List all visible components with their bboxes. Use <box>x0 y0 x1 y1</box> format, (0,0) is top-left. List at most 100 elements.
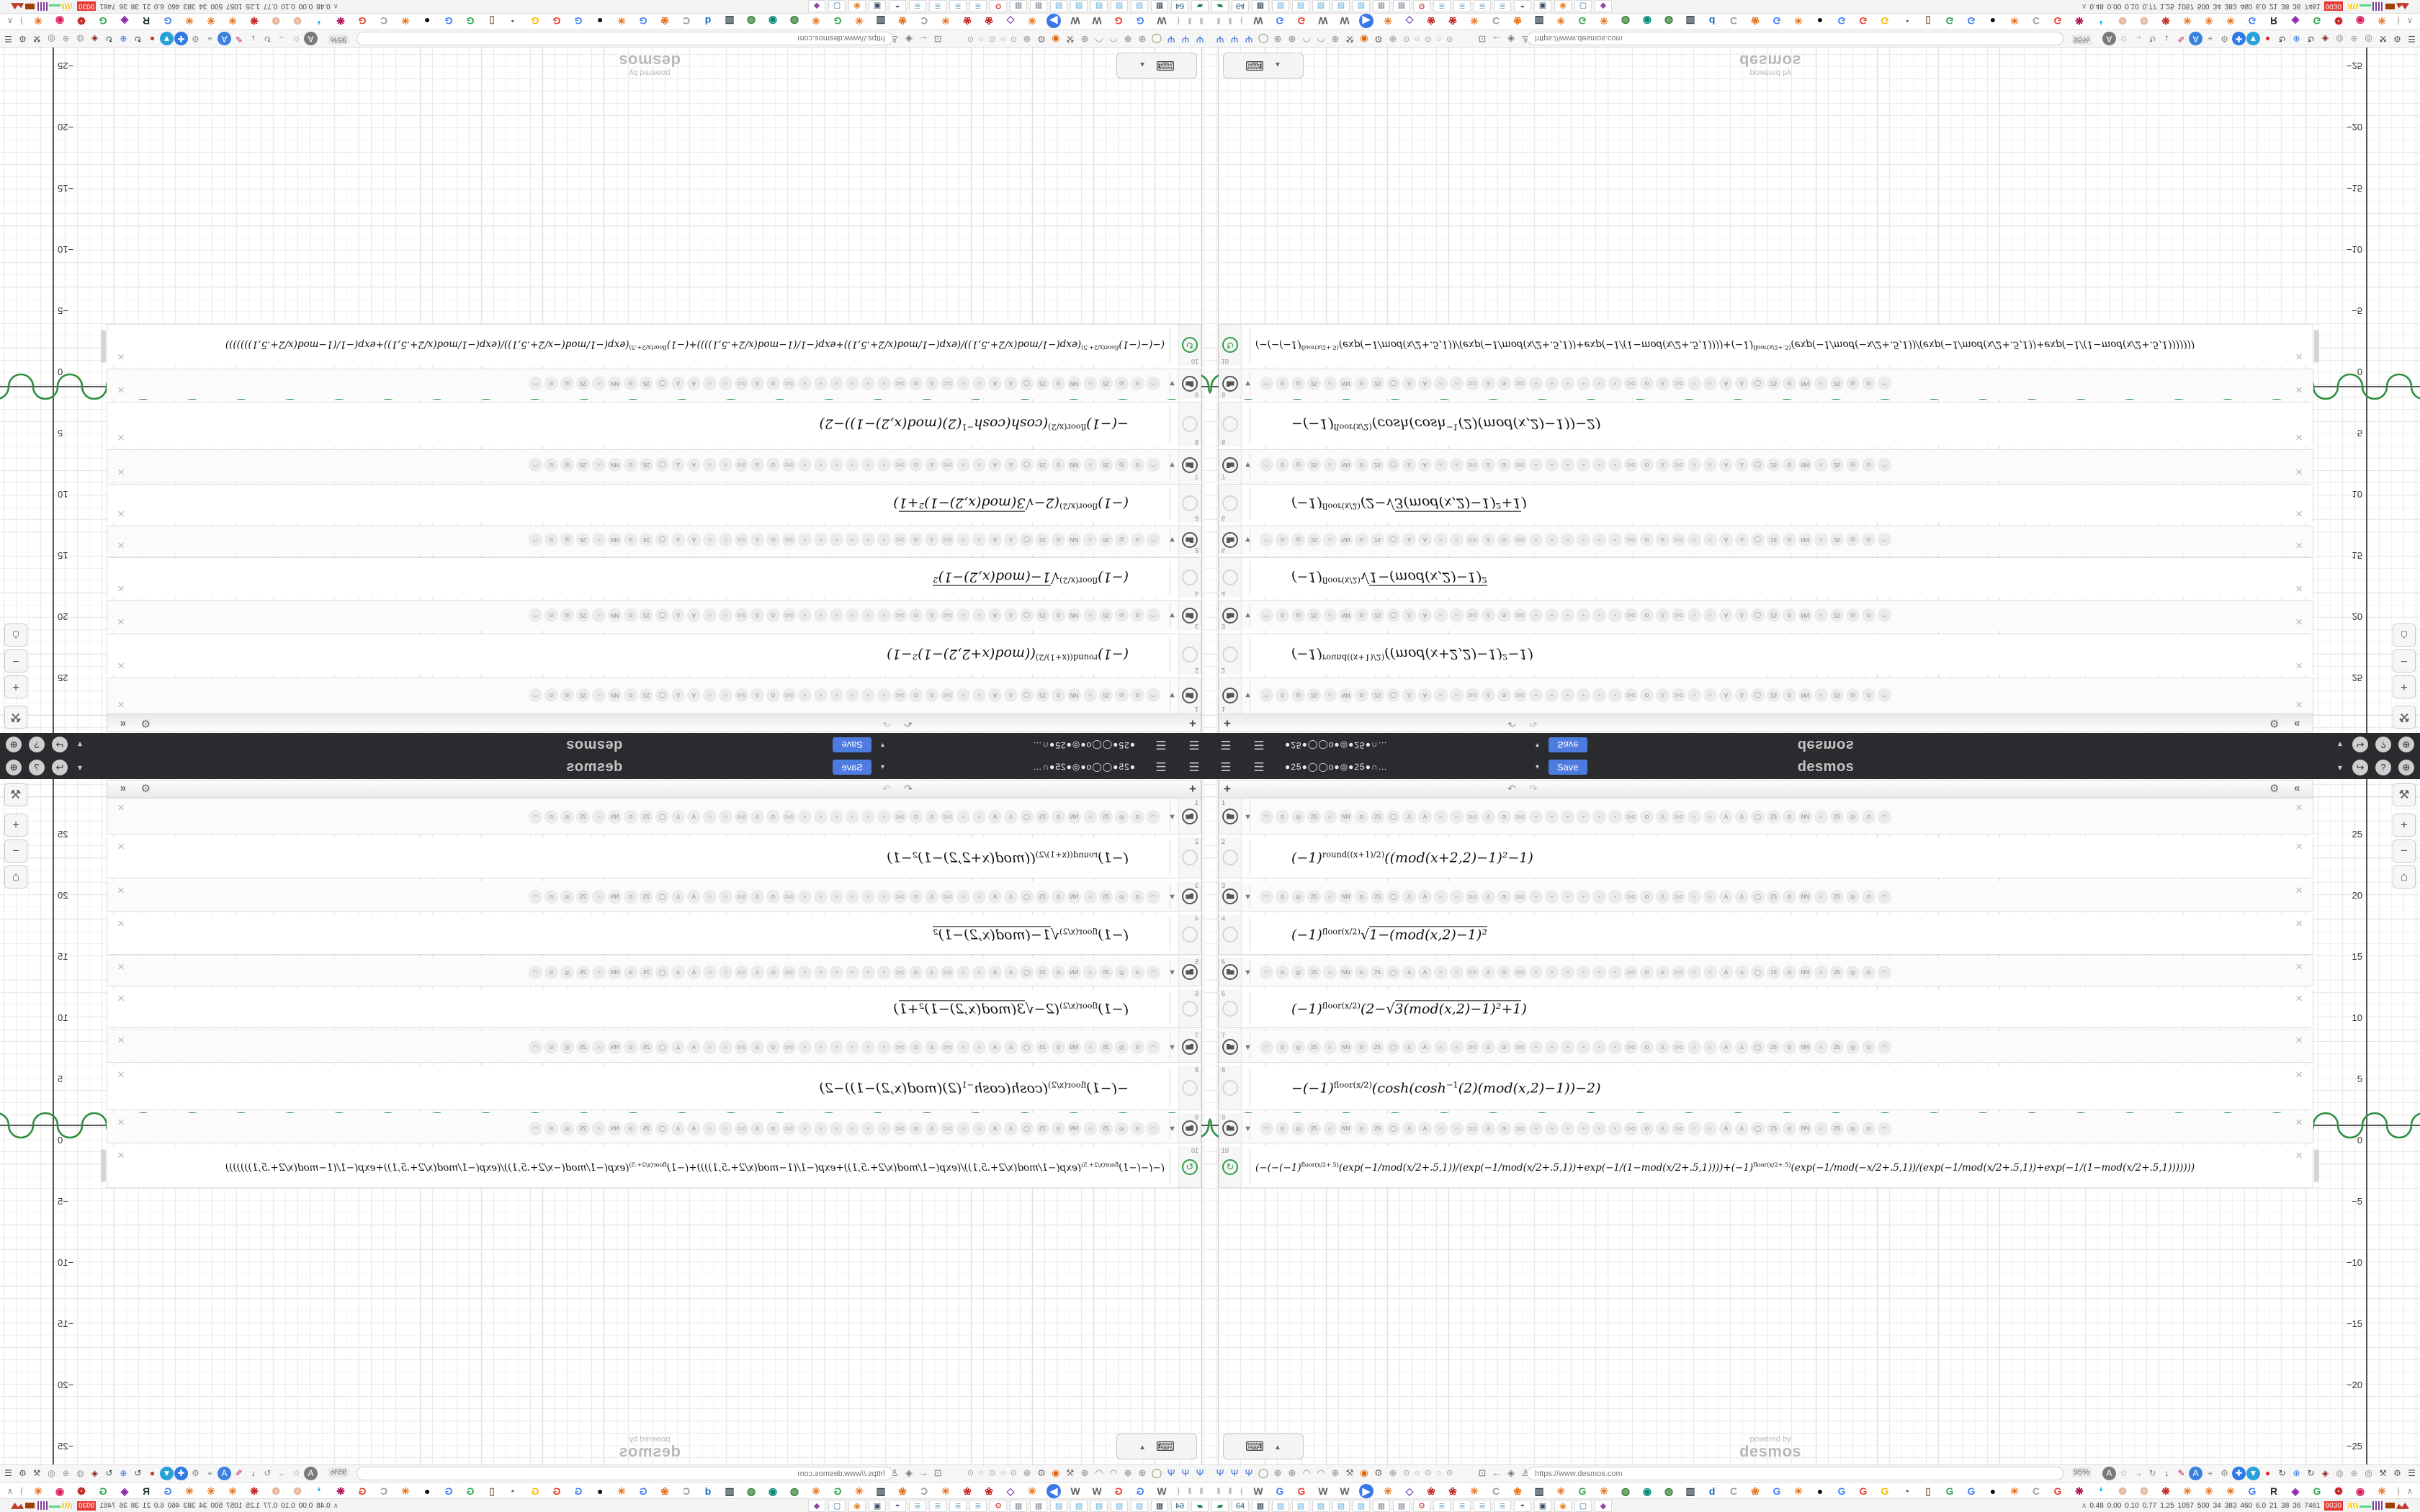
expression-row[interactable]: 4 (−1)floor(x/2)√1−(mod(x,2)−1)² × <box>107 557 1201 598</box>
delete-expression-button[interactable]: × <box>117 465 125 479</box>
save-button[interactable]: Save <box>1549 760 1587 775</box>
zoom-in-button[interactable]: + <box>2393 814 2416 837</box>
folder-row[interactable]: 9 ▼ ◠⊙◎25∩NN⊙25◯♙A∩∩⊃⊂♙⊙⊃⊂∘∘∘∘∘∘⊃⊂⊙♙⊃⊂∩∩A♙… <box>1219 1113 2313 1143</box>
hide-show-circle-icon[interactable] <box>1182 926 1198 942</box>
zoom-home-button[interactable]: ⌂ <box>4 865 27 888</box>
refresh-icon[interactable]: ↻ <box>1222 337 1238 354</box>
menu-icon[interactable]: ☰ <box>1155 760 1167 774</box>
share-icon[interactable]: ↪ <box>2352 737 2368 752</box>
delete-expression-button[interactable]: × <box>2295 1148 2303 1162</box>
delete-expression-button[interactable]: × <box>2295 917 2303 930</box>
math-expression[interactable]: (−(−(−1)floor(x/2+.5)(exp(−1/mod(x/2+.5,… <box>1255 338 2195 352</box>
math-expression[interactable]: (−(−(−1)floor(x/2+.5)(exp(−1/mod(x/2+.5,… <box>225 1160 1165 1174</box>
math-expression[interactable]: −(−1)floor(x/2)(cosh(cosh−1(2)(mod(x,2)−… <box>819 1079 1129 1097</box>
expression-row[interactable]: 8 −(−1)floor(x/2)(cosh(cosh−1(2)(mod(x,2)… <box>1219 402 2313 446</box>
delete-expression-button[interactable]: × <box>117 615 125 629</box>
hide-show-circle-icon[interactable] <box>1182 495 1198 512</box>
graph-settings-wrench-button[interactable]: ⚒ <box>4 783 27 806</box>
collapse-panel-button[interactable]: « <box>120 718 126 730</box>
folder-caret-icon[interactable]: ▼ <box>1168 968 1176 977</box>
menu-icon[interactable]: ☰ <box>1188 738 1200 752</box>
tab-scroll-left[interactable]: ‖‖⟨ <box>1216 16 1244 26</box>
zoom-out-button[interactable]: − <box>2393 840 2416 863</box>
graph-title[interactable]: ●25●◯◯o●◎●25●∩… <box>1032 762 1135 772</box>
folder-row[interactable]: 3 ▼ ◠⊙◎25∩NN⊙25◯♙A∩∩⊃⊂♙⊙⊃⊂∘∘∘∘∘∘⊃⊂⊙♙⊃⊂∩∩A♙… <box>1219 881 2313 912</box>
folder-caret-icon[interactable]: ▼ <box>1168 379 1176 388</box>
expression-row[interactable]: 2 (−1)round((x+1)/2)((mod(x+2,2)−1)²−1) × <box>1219 837 2313 878</box>
url-bar[interactable]: https://www.desmos.com <box>1527 1467 2063 1480</box>
help-icon[interactable]: ? <box>29 737 45 752</box>
folder-row[interactable]: 5 ▼ ◠⊙◎25∩NN⊙25◯♙A∩∩⊃⊂♙⊙⊃⊂∘∘∘∘∘∘⊃⊂⊙♙⊃⊂∩∩A♙… <box>107 958 1201 986</box>
folder-row[interactable]: 3 ▼ ◠⊙◎25∩NN⊙25◯♙A∩∩⊃⊂♙⊙⊃⊂∘∘∘∘∘∘⊃⊂⊙♙⊃⊂∩∩A♙… <box>107 881 1201 912</box>
folder-icon[interactable] <box>1222 376 1238 392</box>
delete-expression-button[interactable]: × <box>117 1068 125 1081</box>
hide-show-circle-icon[interactable] <box>1182 1079 1198 1096</box>
tab-scroll-right[interactable]: ⟩∧ <box>6 1486 24 1496</box>
expression-row[interactable]: 8 −(−1)floor(x/2)(cosh(cosh−1(2)(mod(x,2)… <box>1219 1066 2313 1110</box>
keyboard-toggle-button[interactable]: ⌨▲ <box>1116 53 1197 78</box>
expression-row[interactable]: 2 (−1)round((x+1)/2)((mod(x+2,2)−1)²−1) × <box>107 634 1201 675</box>
taskbar-app-icons[interactable]: ▰64▦▤▤▤▤▤▦▦⚙≣≣≣≣◓▣◉▢◆ <box>807 1499 1210 1512</box>
graph-title[interactable]: ●25●◯◯o●◎●25●∩… <box>1285 740 1388 750</box>
language-globe-icon[interactable]: ⊕ <box>6 737 22 752</box>
undo-button[interactable]: ↶ <box>904 718 913 729</box>
folder-row[interactable]: 7 ▼ ◠⊙◎25∩NN⊙25◯♙A∩∩⊃⊂♙⊙⊃⊂∘∘∘∘∘∘⊃⊂⊙♙⊃⊂∩∩A♙… <box>1219 1031 2313 1063</box>
tab-scroll-left[interactable]: ‖‖⟨ <box>1176 16 1204 26</box>
add-expression-button[interactable]: + <box>1189 782 1196 796</box>
delete-expression-button[interactable]: × <box>117 698 125 711</box>
keyboard-toggle-button[interactable]: ⌨▲ <box>1223 1434 1304 1459</box>
panel-scrollbar-thumb[interactable] <box>101 330 106 363</box>
delete-expression-button[interactable]: × <box>117 1115 125 1129</box>
folder-caret-icon[interactable]: ▼ <box>1244 690 1252 700</box>
math-expression[interactable]: (−1)round((x+1)/2)((mod(x+2,2)−1)²−1) <box>1291 646 1533 663</box>
expression-row[interactable]: 2 (−1)round((x+1)/2)((mod(x+2,2)−1)²−1) × <box>107 837 1201 878</box>
folder-row[interactable]: 1 ▼ ◠⊙◎25∩NN⊙25◯♙A∩∩⊃⊂♙⊙⊃⊂∘∘∘∘∘∘⊃⊂⊙♙⊃⊂∩∩A♙… <box>1219 678 2313 714</box>
math-expression[interactable]: (−1)floor(x/2)(2−√3(mod(x,2)−1)²+1) <box>893 495 1129 513</box>
folder-row[interactable]: 5 ▼ ◠⊙◎25∩NN⊙25◯♙A∩∩⊃⊂♙⊙⊃⊂∘∘∘∘∘∘⊃⊂⊙♙⊃⊂∩∩A♙… <box>1219 526 2313 554</box>
folder-icon[interactable] <box>1222 808 1238 824</box>
menu-icon[interactable]: ☰ <box>1220 738 1232 752</box>
folder-caret-icon[interactable]: ▼ <box>1168 892 1176 901</box>
folder-row[interactable]: 3 ▼ ◠⊙◎25∩NN⊙25◯♙A∩∩⊃⊂♙⊙⊃⊂∘∘∘∘∘∘⊃⊂⊙♙⊃⊂∩∩A♙… <box>1219 600 2313 631</box>
tab-scroll-right[interactable]: ⟩∧ <box>2396 1486 2414 1496</box>
tab-favicons[interactable]: WGGWW▶✳◇❀❀✳C❀▥✳G✳◍◉◍▥dC❀G✳●GGG◔▯GG●✳CG❋❛… <box>34 14 1167 28</box>
zoom-home-button[interactable]: ⌂ <box>2393 865 2416 888</box>
hide-show-circle-icon[interactable] <box>1222 495 1238 512</box>
hide-show-circle-icon[interactable] <box>1182 647 1198 662</box>
expression-row[interactable]: 10 ↻ (−(−(−1)floor(x/2+.5)(exp(−1/mod(x/2+… <box>101 1146 1201 1188</box>
toolbar-extension-icons[interactable]: ΨΨΨ◯⊕⊕◠◠⊕⚒◉⚙⊕ <box>1023 1467 1204 1478</box>
expression-row[interactable]: 6 (−1)floor(x/2)(2−√3(mod(x,2)−1)²+1) × <box>107 484 1201 523</box>
collapse-panel-button[interactable]: « <box>120 782 126 794</box>
expression-row[interactable]: 10 ↻ (−(−(−1)floor(x/2+.5)(exp(−1/mod(x/2+… <box>101 324 1201 366</box>
zoom-level-badge[interactable]: 95% <box>2071 1467 2092 1477</box>
graph-settings-wrench-button[interactable]: ⚒ <box>4 706 27 729</box>
redo-button[interactable]: ↷ <box>882 783 891 794</box>
folder-icon[interactable] <box>1222 457 1238 474</box>
hide-show-circle-icon[interactable] <box>1222 570 1238 586</box>
folder-caret-icon[interactable]: ▼ <box>1168 460 1176 469</box>
folder-icon[interactable] <box>1182 457 1198 474</box>
folder-row[interactable]: 9 ▼ ◠⊙◎25∩NN⊙25◯♙A∩∩⊃⊂♙⊙⊃⊂∘∘∘∘∘∘⊃⊂⊙♙⊃⊂∩∩A♙… <box>107 1113 1201 1143</box>
delete-expression-button[interactable]: × <box>117 383 125 397</box>
hide-show-circle-icon[interactable] <box>1222 850 1238 865</box>
menu-icon[interactable]: ☰ <box>1253 738 1265 752</box>
delete-expression-button[interactable]: × <box>117 883 125 897</box>
folder-caret-icon[interactable]: ▼ <box>1244 812 1252 822</box>
math-expression[interactable]: (−(−(−1)floor(x/2+.5)(exp(−1/mod(x/2+.5,… <box>225 338 1165 352</box>
keyboard-toggle-button[interactable]: ⌨▲ <box>1116 1434 1197 1459</box>
extension-icons[interactable]: A☆→↻↓✎A⌖⚙✚▼●↻⊕↻◈◍⊕◎⚒⚙☰ <box>1 32 318 47</box>
account-caret-icon[interactable]: ▾ <box>77 762 83 773</box>
tab-dot-icons[interactable]: ⊙ ○ ⊙ ○ ⊙ <box>1403 35 1455 43</box>
folder-row[interactable]: 1 ▼ ◠⊙◎25∩NN⊙25◯♙A∩∩⊃⊂♙⊙⊃⊂∘∘∘∘∘∘⊃⊂⊙♙⊃⊂∩∩A♙… <box>1219 798 2313 834</box>
delete-expression-button[interactable]: × <box>117 507 125 521</box>
redo-button[interactable]: ↷ <box>1529 783 1538 794</box>
edit-list-gear-button[interactable]: ⚙ <box>2269 717 2280 729</box>
delete-expression-button[interactable]: × <box>2295 615 2303 629</box>
hide-show-circle-icon[interactable] <box>1222 1000 1238 1017</box>
taskbar-app-icons[interactable]: ▰64▦▤▤▤▤▤▦▦⚙≣≣≣≣◓▣◉▢◆ <box>1210 0 1613 13</box>
folder-row[interactable]: 1 ▼ ◠⊙◎25∩NN⊙25◯♙A∩∩⊃⊂♙⊙⊃⊂∘∘∘∘∘∘⊃⊂⊙♙⊃⊂∩∩A♙… <box>107 798 1201 834</box>
folder-caret-icon[interactable]: ▼ <box>1244 968 1252 977</box>
